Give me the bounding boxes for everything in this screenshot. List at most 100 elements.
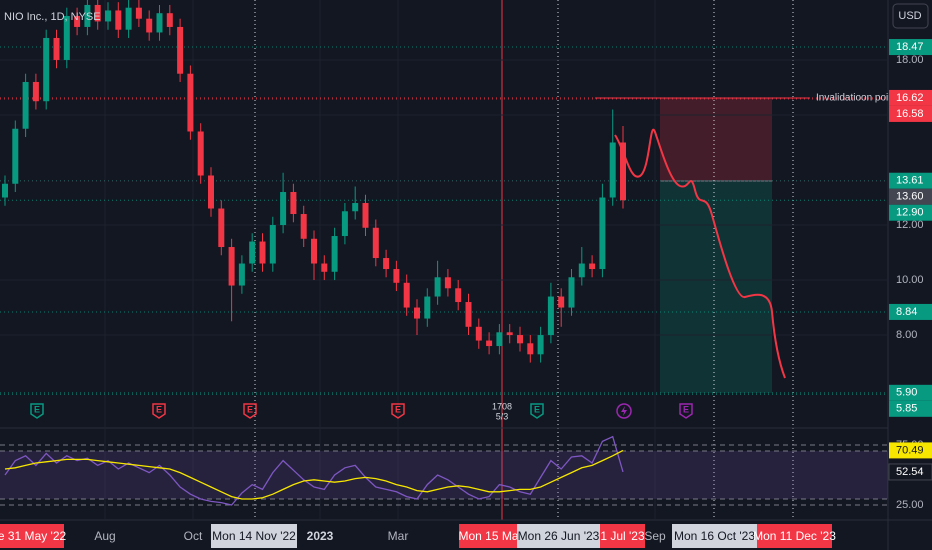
candle-body (506, 332, 513, 336)
candle-body (383, 258, 390, 270)
candle-body (22, 81, 29, 129)
time-label: Oct (184, 529, 203, 543)
candle-body (300, 214, 307, 239)
candle-body (558, 296, 565, 308)
price-label-bg (889, 105, 932, 122)
price-label-bg (889, 89, 932, 106)
time-label-bg (517, 524, 600, 548)
bar-volume: 1708 (492, 401, 512, 411)
candle-body (238, 263, 245, 286)
candle-body (599, 197, 606, 270)
time-label: Mon 26 Jun '23 (518, 529, 600, 543)
rsi-ma-line (4, 449, 624, 500)
currency-button[interactable] (892, 3, 929, 29)
candle-body (74, 15, 81, 27)
earnings-label: E (534, 404, 540, 414)
stop-zone (660, 98, 772, 181)
candle-body (146, 18, 153, 33)
price-label: 13.61 (896, 175, 924, 187)
time-label: Aug (94, 529, 115, 543)
candle-body (403, 282, 410, 308)
candle-body (434, 277, 441, 297)
time-label: 2023 (307, 529, 334, 543)
earnings-label: E (395, 404, 401, 414)
candle-body (269, 225, 276, 264)
time-label-bg (0, 524, 64, 548)
price-label: 16.62 (896, 92, 924, 104)
target-zone (660, 181, 772, 393)
bar-date: 5/3 (496, 411, 509, 421)
candle-body (517, 335, 523, 344)
candle-body (94, 4, 101, 22)
candle-body (187, 73, 194, 132)
price-label-bg (889, 172, 932, 189)
price-label-bg (889, 303, 932, 320)
candle-body (620, 142, 626, 201)
candle-body (444, 277, 451, 289)
time-label-bg (600, 524, 645, 548)
candle-body (455, 288, 462, 303)
candle-body (352, 203, 359, 212)
candle-body (321, 263, 328, 272)
candle-body (259, 241, 266, 264)
time-label-bg (459, 524, 518, 548)
candle-body (43, 37, 50, 102)
time-label: Mar (388, 529, 409, 543)
time-label: Mon 15 Ma (458, 529, 518, 543)
rsi-band (0, 451, 888, 499)
time-label: Mon 11 Dec '23 (753, 529, 836, 543)
annotation: Invalidatioon point (816, 93, 897, 104)
time-label: Mon 16 Oct '23 (674, 529, 755, 543)
earnings-label: E (247, 404, 253, 414)
candle-body (105, 10, 111, 22)
price-label-bg (889, 400, 932, 417)
earnings-icon (679, 403, 693, 419)
candle-body (218, 208, 225, 248)
candle-body (290, 192, 297, 215)
earnings-label: E (34, 404, 40, 414)
candle-body (486, 340, 493, 347)
price-label: 12.90 (896, 207, 924, 219)
candle-body (578, 263, 585, 278)
earnings-label: E (683, 404, 689, 414)
candle-body (197, 131, 204, 176)
price-label-bg (889, 204, 932, 221)
candle-body (393, 269, 400, 283)
candle-body (372, 227, 379, 259)
price-label: 16.58 (896, 108, 924, 120)
price-label-bg (889, 39, 932, 56)
candle-body (537, 335, 544, 355)
earnings-label: E (156, 404, 162, 414)
candle-body (609, 142, 616, 198)
price-label: 13.60 (896, 191, 924, 203)
time-label: Mon 14 Nov '22 (212, 529, 296, 543)
candle-body (166, 13, 173, 27)
earnings-icon (30, 403, 44, 419)
candle-body (249, 241, 256, 264)
price-label-bg (889, 188, 932, 205)
time-label: Sep (644, 529, 666, 543)
candle-body (32, 81, 39, 102)
candle-body (341, 211, 348, 237)
candle-body (568, 277, 575, 308)
time-label-bg (672, 524, 757, 548)
candle-body (311, 238, 317, 264)
y-tick-label: 12.00 (896, 219, 924, 231)
rsi-label: 52.54 (896, 466, 924, 478)
rsi-label-bg (889, 442, 932, 459)
candle-body (527, 343, 534, 355)
candle-body (12, 128, 19, 184)
earnings-icon (243, 403, 257, 419)
candle-body (589, 263, 596, 270)
price-label-bg (889, 384, 932, 401)
candle-body (156, 13, 163, 33)
rsi-label: 70.49 (896, 444, 924, 456)
candle-body (228, 247, 235, 286)
candle-body (2, 183, 8, 198)
candle-body (53, 37, 60, 60)
candle-body (84, 4, 91, 27)
symbol-title: NIO Inc., 1D, NYSE (4, 11, 101, 23)
candle-body (496, 332, 503, 347)
y-tick-label: 18.00 (896, 54, 924, 66)
price-label: 5.85 (896, 403, 917, 415)
